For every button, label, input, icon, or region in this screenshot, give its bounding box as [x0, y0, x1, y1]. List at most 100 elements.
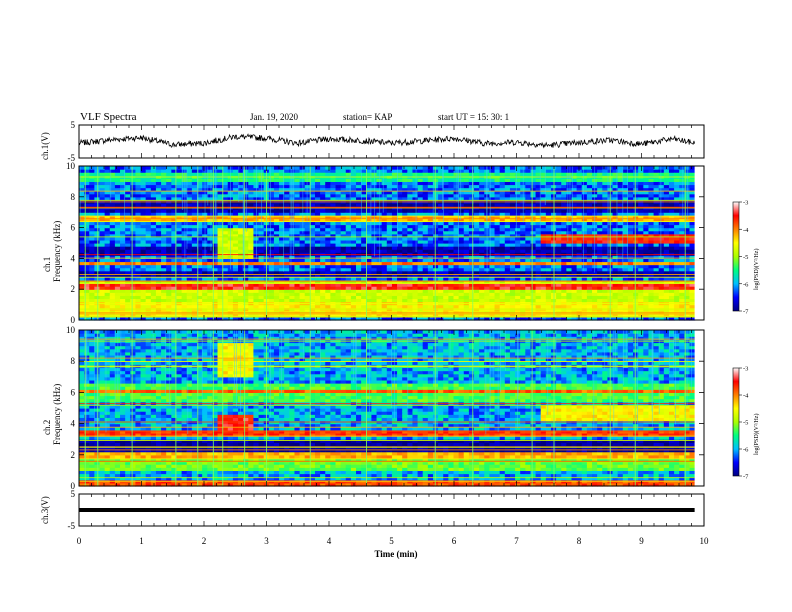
ch1-spec-cell: [238, 218, 244, 223]
ch1-spec-cell: [166, 267, 172, 272]
ch1-spec-cell: [109, 243, 116, 247]
ch1-spec-cell: [207, 258, 213, 263]
ch1-spec-cell: [545, 267, 552, 272]
ch1-spec-cell: [166, 249, 172, 253]
ch1-spec-cell: [202, 279, 208, 284]
ch1-spec-cell: [186, 218, 193, 223]
ch1-spec-cell: [443, 239, 449, 244]
ch1-spec-cell: [284, 209, 290, 213]
ch1-spec-cell: [427, 283, 434, 287]
ch1-spec-cell: [499, 212, 506, 216]
ch1-spec-cell: [335, 276, 342, 281]
ch1-spec-cell: [89, 295, 95, 300]
ch1-spec-cell: [104, 267, 111, 272]
ch1-spec-cell: [273, 270, 280, 275]
ch1-spec-cell: [150, 215, 157, 219]
ch1-spec-cell: [458, 276, 465, 281]
ch1-spec-cell: [520, 233, 526, 238]
ch1-spec-cell: [376, 273, 383, 278]
ch1-spec-cell: [361, 166, 367, 170]
ch1-spec-cell: [571, 181, 578, 186]
ch1-spec-cell: [556, 279, 562, 284]
ch1-spec-cell: [432, 196, 439, 201]
ch1-spec-cell: [438, 313, 444, 318]
ch1-spec-cell: [150, 187, 157, 192]
ch1-spec-cell: [361, 276, 367, 281]
ch1-spec-cell: [207, 236, 213, 241]
ch1-spec-cell: [381, 224, 388, 229]
ch1-spec-cell: [248, 246, 255, 250]
ch1-spec-cell: [540, 181, 547, 186]
ch1-spec-cell: [376, 267, 383, 272]
ch1-spec-cell: [314, 279, 321, 284]
ch1-spec-cell: [130, 273, 137, 278]
ch1-spec-cell: [268, 166, 275, 170]
ch1-spec-cell: [494, 227, 501, 232]
ch1-spec-cell: [499, 181, 506, 186]
ch1-spec-cell: [474, 246, 480, 250]
ch1-spec-cell: [104, 304, 111, 309]
ch1-spec-cell: [84, 196, 90, 201]
ch1-spec-cell: [217, 215, 224, 219]
ch1-spec-cell: [386, 193, 393, 198]
ch1-spec-cell: [350, 298, 357, 303]
ch1-spec-cell: [207, 279, 213, 284]
ch1-spec-cell: [145, 209, 152, 213]
ch1-spec-cell: [422, 249, 429, 253]
ch1-spec-cell: [463, 246, 470, 250]
ch1-spec-cell: [417, 264, 424, 269]
ch1-spec-cell: [494, 279, 501, 284]
ch1-spec-cell: [443, 196, 449, 201]
ch1-spec-cell: [468, 273, 475, 278]
ch1-spec-cell: [535, 227, 542, 232]
ch1-spec-cell: [391, 172, 398, 176]
ch1-spec-cell: [186, 193, 193, 198]
ch1-spec-cell: [84, 178, 90, 182]
ch1-spec-cell: [104, 273, 111, 278]
ch1-spec-cell: [135, 212, 142, 216]
ch1-spec-cell: [463, 230, 470, 235]
ch1-spec-cell: [448, 264, 455, 269]
ch1-spec-cell: [89, 261, 95, 266]
ch1-spec-cell: [530, 202, 537, 207]
ch1-spec-cell: [520, 276, 526, 281]
ch1-spec-cell: [79, 233, 85, 238]
ch1-spec-cell: [432, 193, 439, 198]
ch1-spec-cell: [556, 289, 562, 293]
ch1-spec-cell: [330, 221, 337, 226]
ch1-spec-cell: [284, 286, 290, 290]
ch1-spec-cell: [525, 196, 532, 201]
ch1-spec-cell: [171, 264, 178, 269]
ch1-spec-cell: [432, 230, 439, 235]
ch1-spec-cell: [525, 215, 532, 219]
ch1-spec-cell: [422, 252, 429, 256]
ch1-spec-cell: [561, 249, 567, 253]
ch1-spec-cell: [84, 249, 90, 253]
ch1-spec-cell: [314, 243, 321, 247]
ch1-spec-cell: [356, 261, 362, 266]
ch1-spec-cell: [166, 304, 172, 309]
ch1-spec-cell: [238, 239, 244, 244]
ch1-spec-cell: [448, 193, 455, 198]
ch1-spec-cell: [207, 178, 213, 182]
ch1-spec-cell: [443, 279, 449, 284]
ch1-spec-cell: [386, 187, 393, 192]
ch1-spec-cell: [335, 295, 342, 300]
ch1-spec-cell: [458, 172, 465, 176]
ch1-spec-cell: [468, 187, 475, 192]
ch1-spec-cell: [238, 202, 244, 207]
ch1-spec-cell: [150, 304, 157, 309]
ch1-spec-cell: [520, 279, 526, 284]
ch1-spec-cell: [443, 283, 449, 287]
ch1-spec-cell: [402, 276, 408, 281]
ch1-spec-cell: [120, 316, 126, 321]
ch1-spec-cell: [530, 224, 537, 229]
ch1-spec-cell: [309, 243, 316, 247]
ch1-spec-cell: [104, 264, 111, 269]
ch1-spec-cell: [155, 178, 162, 182]
ch1-spec-cell: [340, 239, 347, 244]
ch1-spec-cell: [217, 270, 224, 275]
ch1-spec-cell: [166, 181, 172, 186]
ch1-spec-cell: [243, 224, 249, 229]
ch1-spec-cell: [361, 181, 367, 186]
